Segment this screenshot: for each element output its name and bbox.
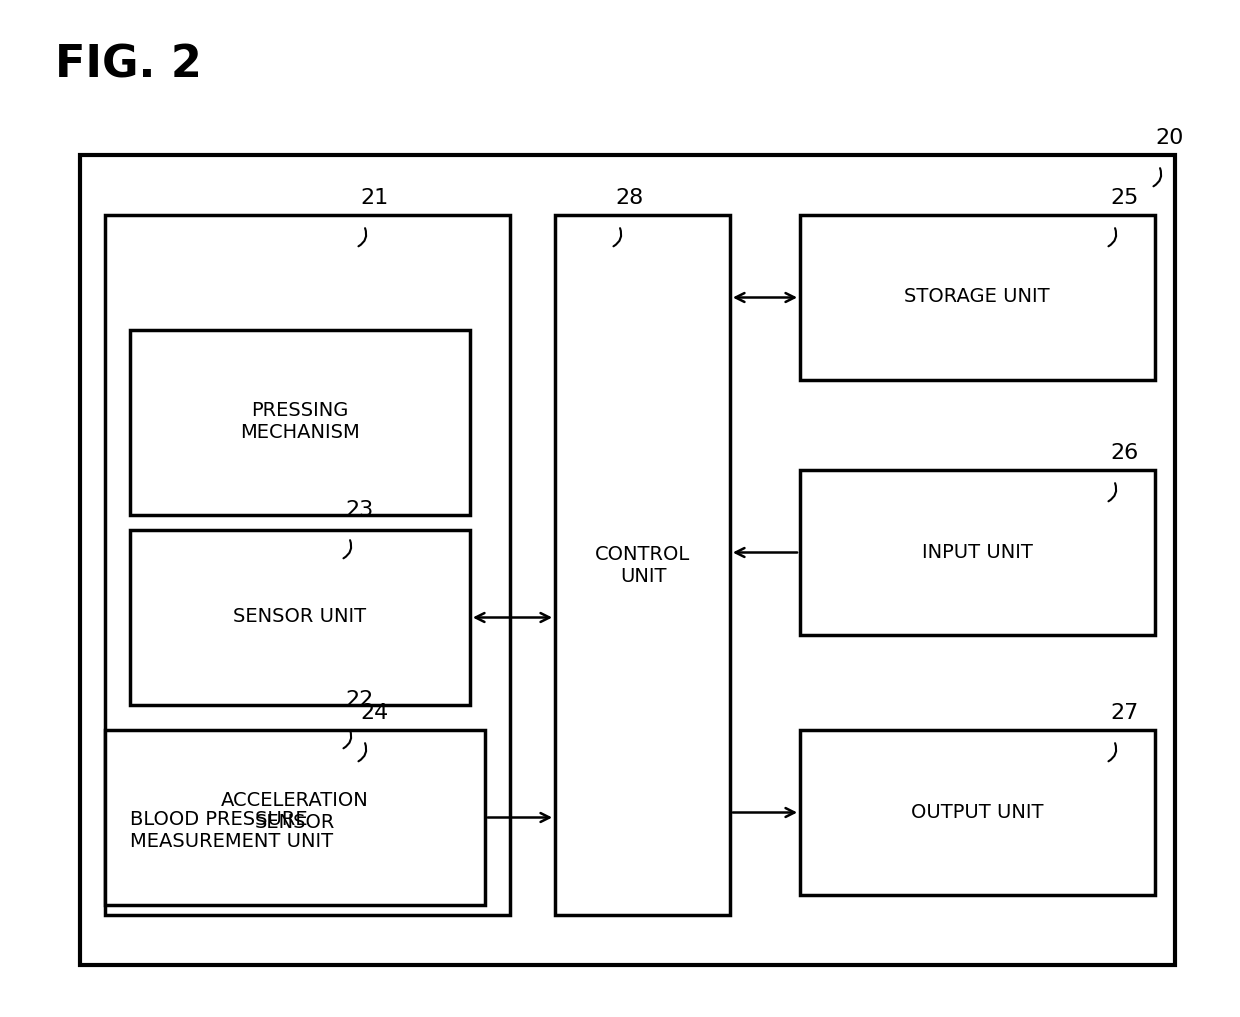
Text: ACCELERATION
SENSOR: ACCELERATION SENSOR: [221, 791, 368, 833]
Bar: [556, 215, 730, 915]
Text: OUTPUT UNIT: OUTPUT UNIT: [910, 802, 1043, 822]
Bar: [105, 215, 510, 915]
Text: 23: 23: [345, 500, 373, 520]
Text: SENSOR UNIT: SENSOR UNIT: [233, 607, 367, 626]
Text: 28: 28: [615, 188, 644, 208]
Text: 25: 25: [1110, 188, 1138, 208]
Bar: [105, 730, 485, 905]
Text: INPUT UNIT: INPUT UNIT: [921, 542, 1033, 561]
Text: CONTROL
UNIT: CONTROL UNIT: [595, 544, 691, 586]
Text: 22: 22: [345, 690, 373, 710]
Bar: [800, 470, 1154, 635]
Text: BLOOD PRESSURE
MEASUREMENT UNIT: BLOOD PRESSURE MEASUREMENT UNIT: [130, 810, 334, 851]
Bar: [81, 155, 1176, 965]
Text: 27: 27: [1110, 703, 1138, 723]
Text: STORAGE UNIT: STORAGE UNIT: [904, 288, 1050, 306]
Text: 26: 26: [1110, 443, 1138, 463]
Bar: [800, 730, 1154, 895]
Text: FIG. 2: FIG. 2: [55, 44, 202, 86]
Bar: [130, 330, 470, 515]
Bar: [130, 530, 470, 705]
Text: PRESSING
MECHANISM: PRESSING MECHANISM: [241, 402, 360, 442]
Text: 20: 20: [1154, 128, 1183, 148]
Bar: [800, 215, 1154, 380]
Text: 21: 21: [360, 188, 388, 208]
Text: 24: 24: [360, 703, 388, 723]
